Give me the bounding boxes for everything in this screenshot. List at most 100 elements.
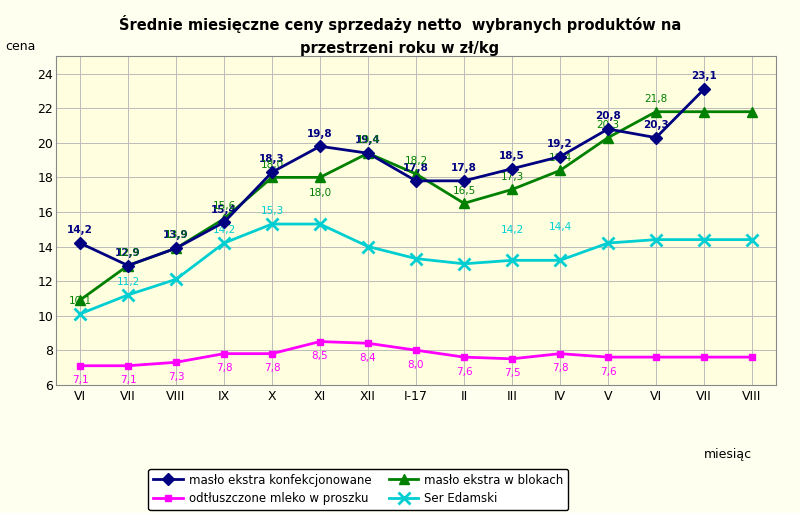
- Text: 19,4: 19,4: [355, 135, 381, 145]
- masło ekstra w blokach: [747, 109, 757, 115]
- Text: 19,4: 19,4: [356, 135, 380, 145]
- odtłuszczone mleko w proszku: [747, 354, 757, 360]
- Ser Edamski: [603, 240, 613, 246]
- masło ekstra konfekcjonowane: [411, 178, 421, 184]
- masło ekstra w blokach: [555, 167, 565, 173]
- Text: 17,8: 17,8: [403, 163, 429, 173]
- Text: 7,8: 7,8: [552, 363, 568, 373]
- Text: 7,6: 7,6: [456, 367, 472, 377]
- Text: 7,6: 7,6: [600, 367, 616, 377]
- Text: 20,3: 20,3: [643, 120, 669, 130]
- Text: 19,2: 19,2: [547, 139, 573, 149]
- odtłuszczone mleko w proszku: [75, 363, 85, 369]
- Text: 17,8: 17,8: [451, 163, 477, 173]
- masło ekstra w blokach: [267, 174, 277, 181]
- Text: 18,0: 18,0: [309, 188, 331, 198]
- odtłuszczone mleko w proszku: [219, 350, 229, 357]
- masło ekstra konfekcjonowane: [363, 150, 373, 156]
- Text: 7,3: 7,3: [168, 372, 184, 382]
- Text: 8,5: 8,5: [312, 351, 328, 361]
- Text: 14,2: 14,2: [500, 225, 524, 235]
- odtłuszczone mleko w proszku: [123, 363, 133, 369]
- odtłuszczone mleko w proszku: [507, 356, 517, 362]
- masło ekstra konfekcjonowane: [315, 143, 325, 149]
- masło ekstra w blokach: [651, 109, 661, 115]
- Line: masło ekstra konfekcjonowane: masło ekstra konfekcjonowane: [76, 85, 708, 270]
- masło ekstra konfekcjonowane: [219, 219, 229, 225]
- masło ekstra w blokach: [699, 109, 709, 115]
- Text: 11,2: 11,2: [116, 277, 140, 287]
- Text: 18,2: 18,2: [404, 156, 428, 166]
- Text: 14,2: 14,2: [212, 225, 236, 235]
- masło ekstra konfekcjonowane: [651, 134, 661, 141]
- masło ekstra w blokach: [75, 297, 85, 303]
- masło ekstra w blokach: [219, 216, 229, 222]
- Line: Ser Edamski: Ser Edamski: [74, 219, 758, 320]
- Line: odtłuszczone mleko w proszku: odtłuszczone mleko w proszku: [77, 338, 755, 369]
- Ser Edamski: [555, 257, 565, 263]
- masło ekstra konfekcjonowane: [75, 240, 85, 246]
- Ser Edamski: [75, 311, 85, 317]
- Text: 23,1: 23,1: [691, 71, 717, 82]
- Text: 20,8: 20,8: [595, 111, 621, 121]
- Text: 14,2: 14,2: [67, 225, 93, 235]
- Text: cena: cena: [6, 40, 36, 53]
- Ser Edamski: [459, 261, 469, 267]
- Text: 8,0: 8,0: [408, 360, 424, 370]
- Text: 13,9: 13,9: [164, 230, 188, 241]
- Ser Edamski: [171, 277, 181, 283]
- odtłuszczone mleko w proszku: [171, 359, 181, 365]
- odtłuszczone mleko w proszku: [603, 354, 613, 360]
- Legend: masło ekstra konfekcjonowane, odtłuszczone mleko w proszku, masło ekstra w bloka: masło ekstra konfekcjonowane, odtłuszczo…: [149, 469, 568, 510]
- masło ekstra w blokach: [603, 134, 613, 141]
- Ser Edamski: [123, 292, 133, 298]
- odtłuszczone mleko w proszku: [411, 347, 421, 353]
- Text: 7,5: 7,5: [504, 368, 520, 378]
- Text: 10,1: 10,1: [69, 296, 91, 306]
- Ser Edamski: [699, 236, 709, 243]
- masło ekstra konfekcjonowane: [123, 263, 133, 269]
- masło ekstra konfekcjonowane: [507, 166, 517, 172]
- Text: 7,8: 7,8: [264, 363, 280, 373]
- odtłuszczone mleko w proszku: [699, 354, 709, 360]
- odtłuszczone mleko w proszku: [459, 354, 469, 360]
- odtłuszczone mleko w proszku: [315, 339, 325, 345]
- masło ekstra w blokach: [315, 174, 325, 181]
- Text: 17,3: 17,3: [500, 172, 524, 182]
- Text: 7,8: 7,8: [216, 363, 232, 373]
- Text: 12,9: 12,9: [115, 248, 141, 258]
- Text: 15,4: 15,4: [211, 205, 237, 214]
- Text: 7,1: 7,1: [72, 375, 88, 385]
- Text: 8,4: 8,4: [360, 353, 376, 363]
- Text: 18,5: 18,5: [499, 151, 525, 161]
- Ser Edamski: [363, 244, 373, 250]
- masło ekstra w blokach: [171, 245, 181, 251]
- masło ekstra konfekcjonowane: [555, 153, 565, 160]
- Text: 19,8: 19,8: [307, 129, 333, 139]
- Ser Edamski: [315, 221, 325, 227]
- Text: 12,9: 12,9: [116, 248, 140, 258]
- masło ekstra w blokach: [411, 171, 421, 177]
- Ser Edamski: [219, 240, 229, 246]
- Ser Edamski: [267, 221, 277, 227]
- masło ekstra w blokach: [123, 263, 133, 269]
- Ser Edamski: [411, 255, 421, 262]
- masło ekstra konfekcjonowane: [699, 86, 709, 92]
- Ser Edamski: [507, 257, 517, 263]
- odtłuszczone mleko w proszku: [555, 350, 565, 357]
- masło ekstra w blokach: [363, 150, 373, 156]
- Line: masło ekstra w blokach: masło ekstra w blokach: [75, 107, 757, 305]
- Text: 16,5: 16,5: [452, 186, 476, 195]
- Text: 14,4: 14,4: [548, 222, 572, 232]
- odtłuszczone mleko w proszku: [363, 340, 373, 346]
- masło ekstra w blokach: [459, 200, 469, 206]
- Text: miesiąc: miesiąc: [704, 447, 752, 461]
- Text: przestrzeni roku w zł/kg: przestrzeni roku w zł/kg: [301, 41, 499, 56]
- masło ekstra w blokach: [507, 186, 517, 192]
- Text: 18,4: 18,4: [548, 153, 572, 163]
- odtłuszczone mleko w proszku: [267, 350, 277, 357]
- Ser Edamski: [747, 236, 757, 243]
- Text: 18,0: 18,0: [261, 160, 283, 170]
- masło ekstra konfekcjonowane: [603, 126, 613, 132]
- odtłuszczone mleko w proszku: [651, 354, 661, 360]
